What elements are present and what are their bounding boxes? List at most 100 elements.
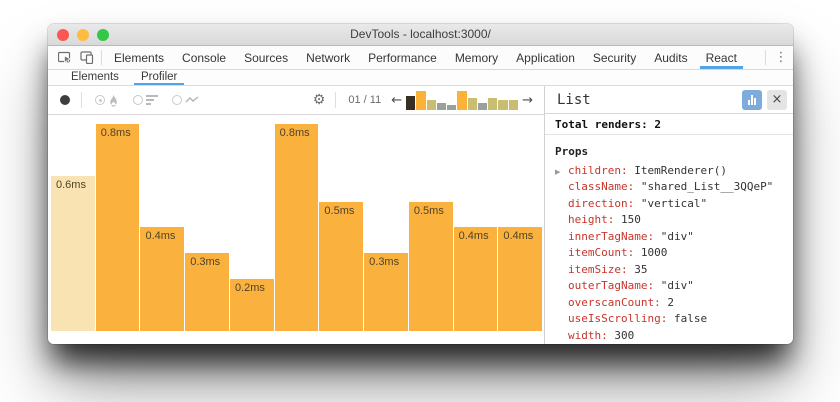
snapshot-counter: 01 / 11 (348, 94, 382, 106)
tab-memory[interactable]: Memory (454, 50, 499, 65)
commit-bar[interactable]: 0.6ms (51, 176, 95, 331)
prop-key: children: (568, 163, 628, 177)
commit-duration-label: 0.5ms (324, 205, 355, 217)
view-ranked-radio[interactable] (133, 95, 158, 105)
prop-key: innerTagName: (568, 229, 655, 243)
component-name: List (557, 91, 591, 108)
toolbar-divider (101, 50, 102, 65)
minimap-bar[interactable] (477, 103, 488, 110)
tab-performance[interactable]: Performance (368, 50, 437, 65)
prop-value: 150 (614, 213, 641, 226)
minimap-bar[interactable] (467, 98, 477, 110)
minimap-bar[interactable] (436, 103, 447, 110)
commit-bar[interactable]: 0.4ms (498, 227, 543, 331)
prop-row: overscanCount: 2 (555, 295, 783, 312)
toolbar-divider (81, 92, 82, 108)
tab-console[interactable]: Console (182, 50, 227, 65)
commit-duration-label: 0.8ms (279, 127, 310, 139)
prop-key: width: (568, 328, 608, 342)
view-interactions-radio[interactable] (172, 95, 200, 105)
minimap-bar[interactable] (406, 96, 416, 110)
prop-row: width: 300 (555, 328, 783, 345)
devtools-menu-icon[interactable]: ⋮ (774, 50, 788, 65)
minimize-window-button[interactable] (77, 29, 89, 41)
commit-bar[interactable]: 0.4ms (140, 227, 185, 331)
prop-row: itemSize: 35 (555, 262, 783, 279)
title-bar[interactable]: DevTools - localhost:3000/ (48, 24, 793, 46)
component-header: List × (545, 86, 793, 114)
commit-duration-label: 0.4ms (503, 230, 534, 242)
close-window-button[interactable] (57, 29, 69, 41)
close-details-button[interactable]: × (767, 89, 787, 110)
commit-bar[interactable]: 0.3ms (185, 253, 229, 331)
zoom-window-button[interactable] (97, 29, 109, 41)
next-snapshot-button[interactable]: → (522, 92, 533, 108)
props-list: ▶ children: ItemRenderer() className: "sha… (555, 163, 783, 345)
minimap-bar[interactable] (416, 91, 426, 110)
flame-icon (110, 94, 117, 107)
subtab-profiler[interactable]: Profiler (130, 70, 188, 85)
minimap-bar[interactable] (426, 100, 436, 110)
prop-key: overscanCount: (568, 295, 661, 309)
tab-react[interactable]: React (697, 46, 746, 69)
prop-value: 35 (627, 262, 648, 276)
prop-row[interactable]: ▶ children: ItemRenderer() (555, 163, 783, 180)
previous-snapshot-button[interactable]: ← (391, 92, 403, 108)
commit-bar[interactable]: 0.5ms (319, 202, 364, 331)
react-subtab-bar: Elements Profiler (48, 70, 793, 86)
expand-triangle-icon[interactable]: ▶ (555, 167, 561, 176)
minimap-bar[interactable] (508, 100, 519, 110)
profiler-left-pane: ⚙ 01 / 11 ← → 0.6ms 0.8ms 0.4ms 0.3ms 0.2ms 0… (48, 86, 545, 344)
prop-key: itemSize: (568, 262, 628, 276)
commit-duration-label: 0.5ms (413, 205, 444, 217)
ranked-chart-icon (146, 95, 158, 105)
tab-security[interactable]: Security (592, 50, 637, 65)
tab-elements[interactable]: Elements (114, 50, 165, 65)
commit-duration-label: 0.3ms (369, 256, 400, 268)
record-button[interactable] (60, 95, 70, 105)
devtools-tab-bar: Elements Console Sources Network Performance… (48, 46, 793, 70)
commit-bar[interactable]: 0.8ms (274, 124, 319, 331)
commit-bar[interactable]: 0.8ms (95, 124, 140, 331)
tab-sources[interactable]: Sources (244, 50, 289, 65)
prop-key: direction: (568, 196, 635, 210)
total-renders-value: 2 (654, 118, 661, 131)
subtab-elements[interactable]: Elements (71, 71, 119, 83)
prop-key: outerTagName: (568, 279, 655, 292)
minimap-bar[interactable] (488, 98, 498, 110)
component-details-pane: List × Total renders: 2 Props ▶ children:… (545, 86, 793, 344)
commit-bar[interactable]: 0.4ms (453, 227, 498, 331)
snapshot-minimap (406, 90, 519, 110)
devtools-window: DevTools - localhost:3000/ Elements Conso… (48, 24, 793, 344)
prop-row: className: "shared_List__3QQeP" (555, 179, 783, 196)
profiler-settings-gear-icon[interactable]: ⚙ (312, 92, 326, 108)
radio-icon (95, 95, 105, 105)
minimap-bar[interactable] (498, 100, 508, 110)
prop-row: height: 150 (555, 212, 783, 229)
commit-bar[interactable]: 0.3ms (364, 253, 408, 331)
prop-value: "div" (654, 279, 694, 292)
total-renders: Total renders: 2 (545, 114, 793, 135)
commit-bar-chart: 0.6ms 0.8ms 0.4ms 0.3ms 0.2ms 0.8ms 0.5ms 0.3ms… (48, 115, 544, 344)
prop-key: height: (568, 213, 615, 226)
tab-audits[interactable]: Audits (654, 50, 688, 65)
radio-icon (172, 95, 182, 105)
toolbar-divider (335, 92, 337, 108)
minimap-bar[interactable] (447, 105, 457, 110)
minimap-bar[interactable] (457, 91, 467, 110)
prop-value: "div" (654, 229, 694, 243)
commit-bar[interactable]: 0.2ms (229, 279, 274, 331)
commit-bar[interactable]: 0.5ms (408, 202, 453, 331)
inspect-element-icon[interactable] (54, 46, 76, 69)
view-flamegraph-radio[interactable] (95, 94, 119, 107)
traffic-lights (57, 29, 109, 41)
tab-application[interactable]: Application (516, 50, 575, 65)
toolbar-divider (765, 50, 766, 65)
props-heading: Props (555, 145, 589, 158)
view-component-chart-button[interactable] (742, 89, 762, 110)
prop-row: useIsScrolling: false (555, 311, 783, 328)
prop-row: itemCount: 1000 (555, 245, 783, 262)
device-toolbar-icon[interactable] (76, 46, 98, 69)
prop-value: "shared_List__3QQeP" (634, 180, 774, 193)
tab-network[interactable]: Network (306, 50, 351, 65)
